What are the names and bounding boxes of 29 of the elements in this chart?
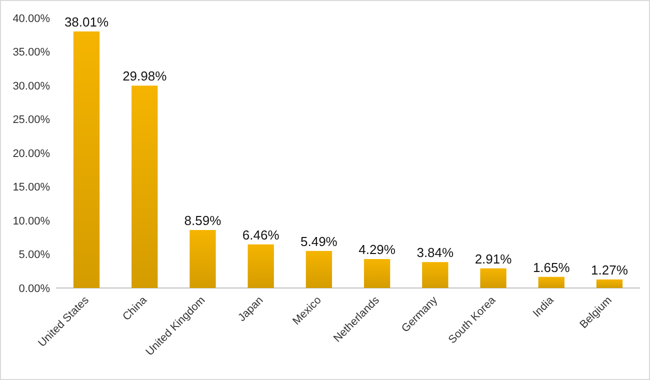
- y-tick-label: 25.00%: [12, 114, 50, 126]
- data-label: 3.84%: [416, 245, 454, 260]
- data-label: 6.46%: [242, 227, 280, 242]
- data-label: 29.98%: [122, 68, 168, 84]
- data-label: 5.49%: [300, 234, 338, 249]
- bar: [364, 259, 390, 288]
- y-tick-label: 35.00%: [12, 46, 50, 59]
- data-label: 8.59%: [184, 213, 222, 228]
- bar: [132, 86, 158, 288]
- bar: [190, 230, 216, 288]
- y-tick-label: 5.00%: [18, 249, 50, 262]
- bar: [480, 268, 506, 288]
- data-label: 1.27%: [591, 262, 628, 278]
- y-tick-label: 0.00%: [18, 282, 50, 295]
- bar: [306, 250, 332, 288]
- y-tick-label: 30.00%: [12, 80, 50, 92]
- bar: [422, 262, 448, 288]
- y-tick-label: 15.00%: [12, 182, 50, 194]
- data-label: 38.01%: [64, 14, 109, 30]
- y-tick-label: 40.00%: [12, 12, 50, 25]
- data-label: 4.29%: [358, 242, 396, 258]
- y-tick-label: 20.00%: [12, 148, 50, 160]
- bar: [596, 279, 623, 288]
- data-label: 2.91%: [474, 251, 512, 266]
- y-tick-label: 10.00%: [12, 215, 50, 228]
- bar: [248, 244, 274, 288]
- bar: [73, 31, 100, 288]
- data-label: 1.65%: [532, 260, 570, 275]
- bar: [538, 276, 564, 288]
